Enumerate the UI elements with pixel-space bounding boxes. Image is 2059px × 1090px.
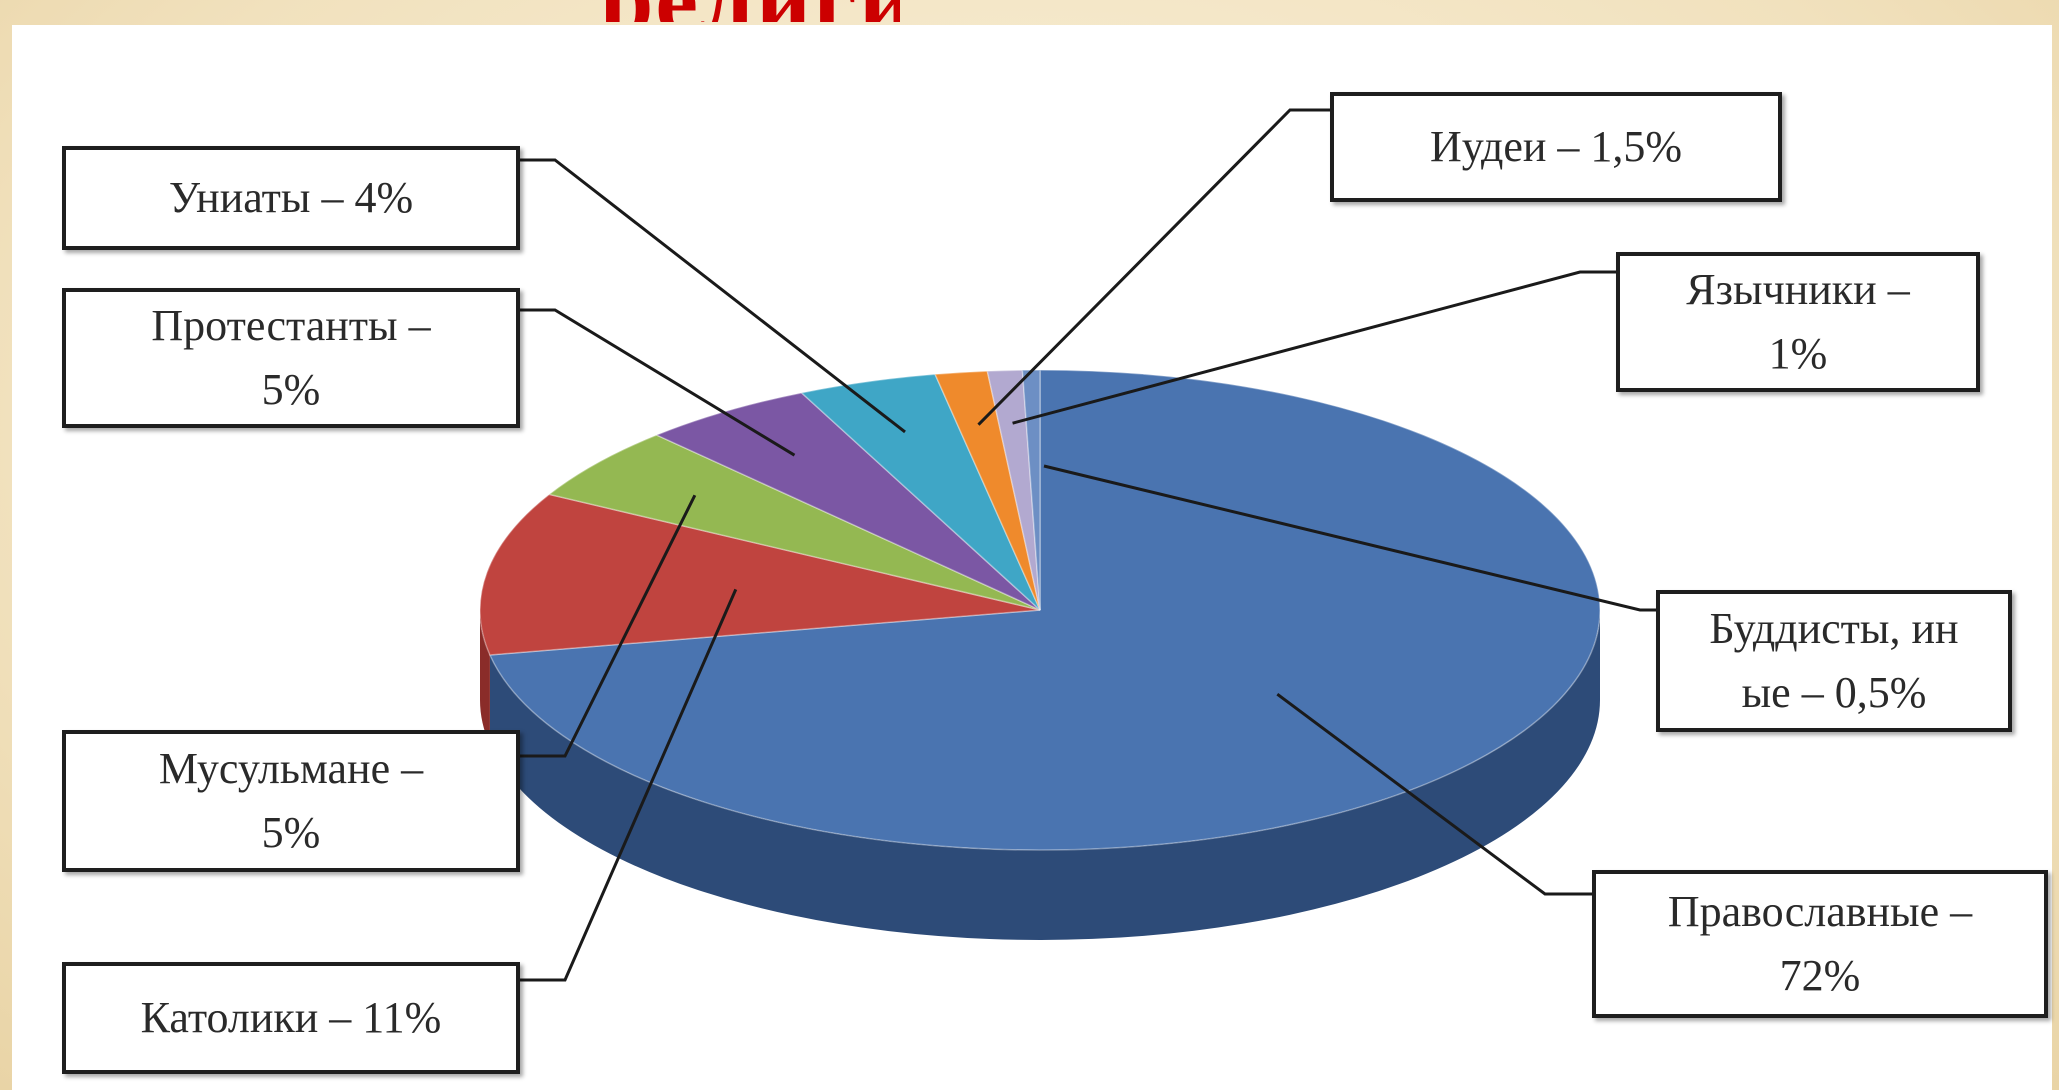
callout-jews: Иудеи – 1,5% xyxy=(1330,92,1782,202)
pie-slice-orthodox xyxy=(488,369,1601,851)
leader-line-buddhist xyxy=(1043,464,1656,612)
callout-pagan: Язычники – 1% xyxy=(1616,252,1980,392)
leader-line-catholic xyxy=(520,588,738,982)
leader-line-orthodox xyxy=(1276,692,1592,896)
callout-buddhist: Буддисты, ин ые – 0,5% xyxy=(1656,590,2012,732)
pie-slice-catholic xyxy=(479,493,1041,656)
pie-side-catholic xyxy=(480,610,490,745)
pie-slices-group xyxy=(479,369,1601,851)
leader-line-jews xyxy=(977,108,1330,426)
pie-slice-jews xyxy=(933,370,1041,611)
slide-title-text: религии xyxy=(600,0,900,22)
callout-orthodox: Православные – 72% xyxy=(1592,870,2048,1018)
pie-depth-group xyxy=(480,610,1600,941)
pie-slice-uniate xyxy=(799,373,1041,611)
leader-line-uniate xyxy=(520,158,906,434)
callout-muslim: Мусульмане – 5% xyxy=(62,730,520,872)
pie-slice-pagan xyxy=(986,369,1041,611)
pie-side-orthodox xyxy=(489,610,1600,941)
leader-lines-group xyxy=(520,108,1656,982)
pie-slice-muslim xyxy=(547,434,1041,611)
leader-line-muslim xyxy=(520,494,697,758)
leader-line-pagan xyxy=(1012,270,1616,425)
leader-line-protestant xyxy=(520,308,796,457)
callout-catholic: Католики – 11% xyxy=(62,962,520,1074)
callout-protestant: Протестанты – 5% xyxy=(62,288,520,428)
callout-uniate: Униаты – 4% xyxy=(62,146,520,250)
slide-title-fragment: религии xyxy=(600,0,900,22)
